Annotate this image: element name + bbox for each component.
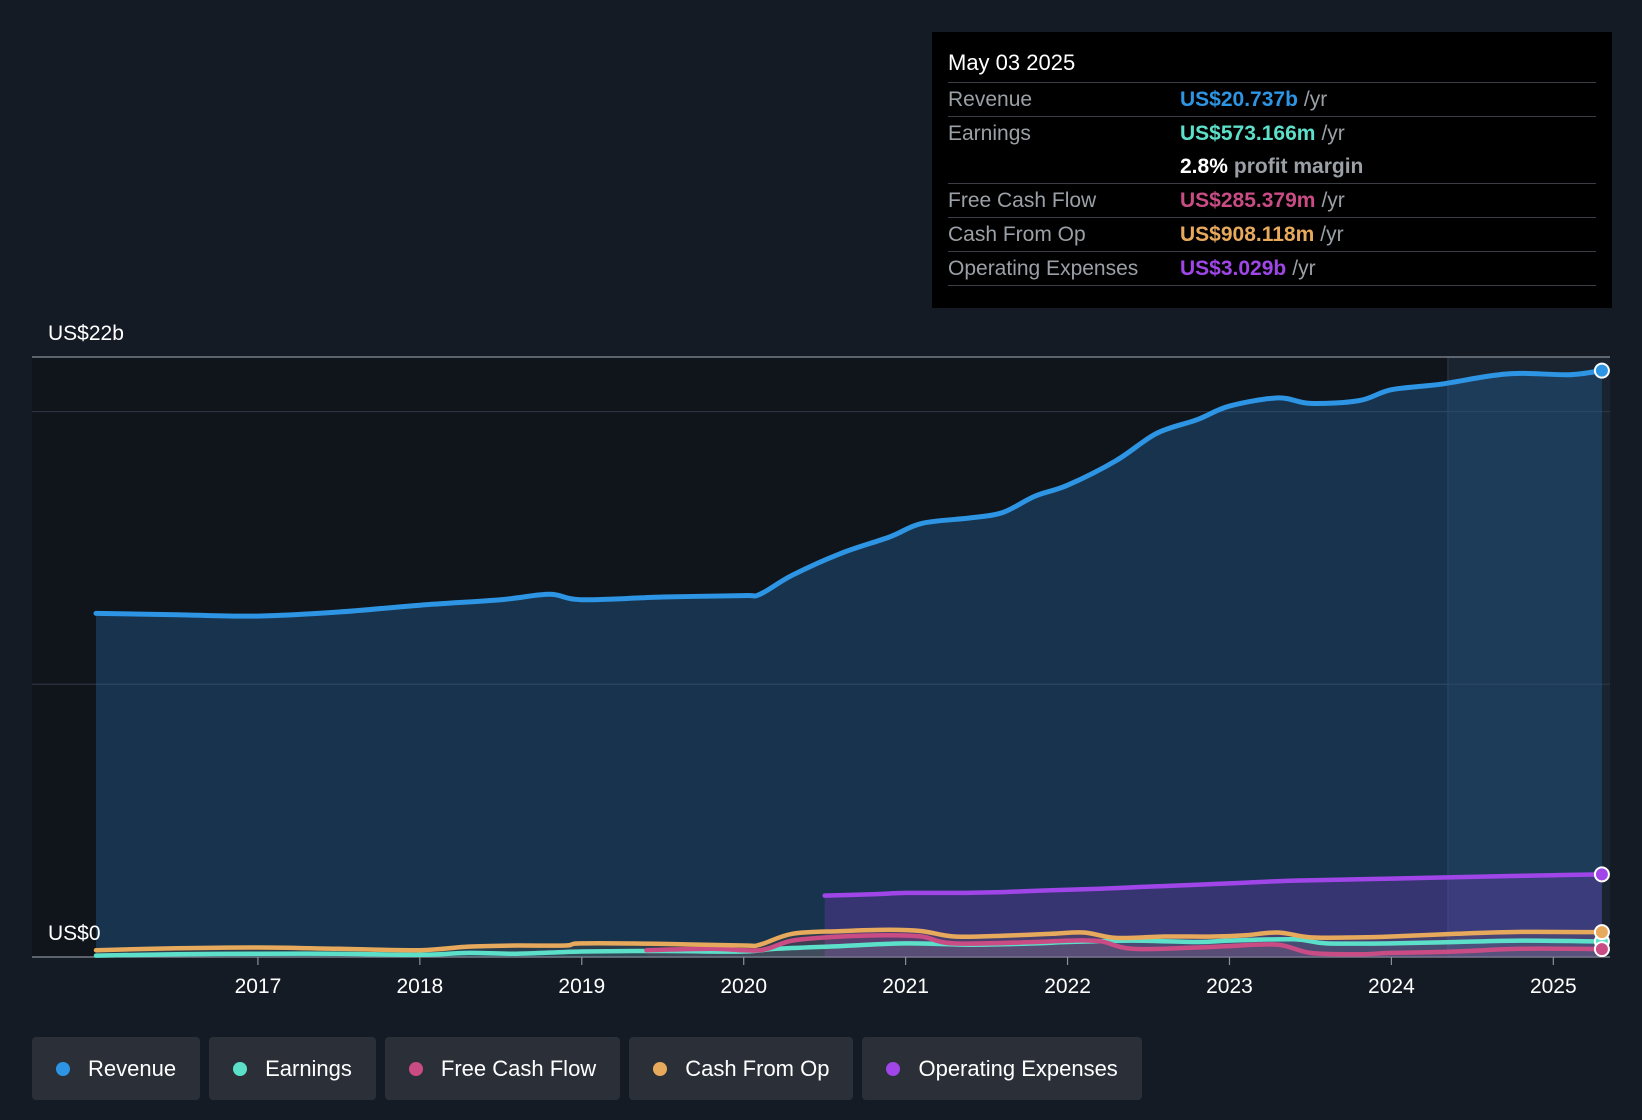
earnings-line xyxy=(93,936,1605,958)
tooltip-label-spacer xyxy=(948,150,1180,183)
x-tick-label: 2024 xyxy=(1368,975,1415,998)
tooltip-date: May 03 2025 xyxy=(948,46,1596,83)
tooltip-value: US$3.029b xyxy=(1180,257,1287,280)
tooltip-label: Earnings xyxy=(948,122,1031,145)
tooltip-row-earnings: Earnings US$573.166m /yr xyxy=(948,117,1596,150)
tooltip-value: US$285.379m xyxy=(1180,189,1316,212)
x-tick-label: 2020 xyxy=(720,975,767,998)
tooltip-row-profit-margin: 2.8% profit margin xyxy=(948,150,1596,184)
tooltip-value: US$908.118m xyxy=(1180,223,1315,246)
tooltip-unit: /yr xyxy=(1292,257,1316,280)
x-tick-label: 2017 xyxy=(235,975,282,998)
cash-from-op-line xyxy=(93,927,1605,953)
tooltip-unit: /yr xyxy=(1321,189,1345,212)
tooltip-unit: /yr xyxy=(1303,88,1328,111)
free-cash-flow-end-dot xyxy=(1593,941,1610,958)
plot-dark-overlay xyxy=(32,357,1448,957)
x-tick-layer: 2017 2018 2019 2020 2021 2022 2023 2024 2025 xyxy=(235,957,1577,998)
cash-from-op-end-dot xyxy=(1593,924,1610,941)
legend-label: Earnings xyxy=(265,1055,352,1081)
x-tick-label: 2018 xyxy=(396,975,443,998)
tooltip-label: Operating Expenses xyxy=(948,257,1139,280)
tooltip-label: Revenue xyxy=(948,88,1033,111)
y-top-label: US$22b xyxy=(48,322,124,345)
tooltip-value: US$573.166m xyxy=(1180,122,1316,145)
legend-item-earnings[interactable]: Earnings xyxy=(209,1037,376,1100)
tooltip-unit: /yr xyxy=(1321,122,1345,145)
operating-expenses-line xyxy=(822,872,1605,898)
legend-dot-icon xyxy=(886,1061,901,1076)
revenue-area xyxy=(96,370,1602,958)
grid-layer xyxy=(32,356,1610,958)
x-tick-label: 2021 xyxy=(882,975,929,998)
tooltip-row-operating-expenses: Operating Expenses US$3.029b /yr xyxy=(948,252,1596,286)
x-tick-label: 2023 xyxy=(1206,975,1253,998)
legend-dot-icon xyxy=(653,1061,668,1076)
tooltip-row-revenue: Revenue US$20.737b /yr xyxy=(948,83,1596,117)
legend-label: Free Cash Flow xyxy=(440,1055,597,1081)
revenue-line xyxy=(93,368,1605,619)
tooltip-value: US$20.737b xyxy=(1180,88,1298,111)
dot-layer xyxy=(1593,362,1610,958)
earnings-area xyxy=(96,939,1602,957)
revenue-end-dot xyxy=(1593,362,1610,379)
tooltip-label: Free Cash Flow xyxy=(948,189,1097,212)
legend-dot-icon xyxy=(233,1061,248,1076)
line-layer xyxy=(93,368,1605,958)
legend-dot-icon xyxy=(56,1061,70,1076)
legend-item-operating-expenses[interactable]: Operating Expenses xyxy=(862,1037,1142,1100)
x-tick-label: 2022 xyxy=(1044,975,1091,998)
profit-margin-label: profit margin xyxy=(1233,155,1364,178)
x-tick-label: 2019 xyxy=(558,975,605,998)
tooltip-row-free-cash-flow: Free Cash Flow US$285.379m /yr xyxy=(948,184,1596,218)
tooltip-panel: May 03 2025 Revenue US$20.737b /yr Earni… xyxy=(932,32,1612,308)
tooltip-row-cash-from-op: Cash From Op US$908.118m /yr xyxy=(948,218,1596,252)
legend: Revenue Earnings Free Cash Flow Cash Fro… xyxy=(32,1037,1142,1100)
free-cash-flow-area xyxy=(646,935,1602,957)
y-bottom-label: US$0 xyxy=(48,922,101,945)
legend-label: Operating Expenses xyxy=(918,1055,1118,1081)
profit-margin-value: 2.8% xyxy=(1180,155,1228,178)
tooltip-unit: /yr xyxy=(1320,223,1344,246)
legend-item-free-cash-flow[interactable]: Free Cash Flow xyxy=(384,1037,621,1100)
x-tick-label: 2025 xyxy=(1530,975,1577,998)
free-cash-flow-line xyxy=(644,932,1605,957)
legend-label: Cash From Op xyxy=(685,1055,830,1081)
plot-forecast-region xyxy=(1448,357,1610,957)
tooltip-label: Cash From Op xyxy=(948,223,1086,246)
legend-dot-icon xyxy=(408,1061,423,1076)
legend-item-revenue[interactable]: Revenue xyxy=(32,1037,201,1100)
legend-item-cash-from-op[interactable]: Cash From Op xyxy=(629,1037,854,1100)
legend-label: Revenue xyxy=(88,1055,177,1081)
operating-expenses-end-dot xyxy=(1593,866,1610,883)
